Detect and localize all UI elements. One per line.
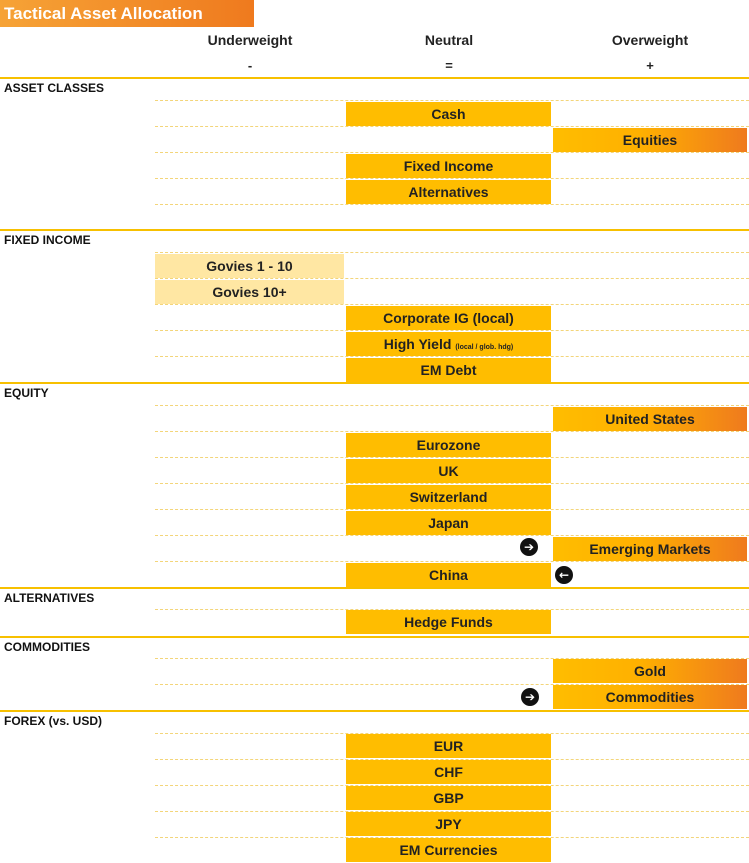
row-divider xyxy=(155,483,749,484)
row-divider xyxy=(155,509,749,510)
allocation-fixed-income: Fixed Income xyxy=(346,154,551,178)
row-divider xyxy=(155,609,749,610)
page-title: Tactical Asset Allocation xyxy=(0,0,254,27)
arrow-left-circle-icon: ← xyxy=(555,566,573,584)
column-symbol-underweight: - xyxy=(247,58,253,73)
section-label-alternatives: ALTERNATIVES xyxy=(4,591,95,605)
row-divider xyxy=(155,204,749,205)
row-divider xyxy=(155,304,749,305)
section-label-commodities: COMMODITIES xyxy=(4,640,90,654)
allocation-gold: Gold xyxy=(553,659,747,683)
arrow-right-circle-icon: ➔ xyxy=(520,538,538,556)
high-yield-label: High Yield xyxy=(383,336,452,352)
row-divider xyxy=(155,126,749,127)
allocation-alternatives: Alternatives xyxy=(346,180,551,204)
row-divider xyxy=(155,100,749,101)
allocation-uk: UK xyxy=(346,459,551,483)
allocation-hedge-funds: Hedge Funds xyxy=(346,610,551,634)
section-divider xyxy=(0,77,749,79)
row-divider xyxy=(155,356,749,357)
allocation-govies-10-plus: Govies 10+ xyxy=(155,280,344,304)
row-divider xyxy=(155,152,749,153)
row-divider xyxy=(155,330,749,331)
column-header-neutral: Neutral xyxy=(424,32,474,48)
arrow-right-circle-icon: ➔ xyxy=(521,688,539,706)
allocation-switzerland: Switzerland xyxy=(346,485,551,509)
row-divider xyxy=(155,278,749,279)
row-divider xyxy=(155,178,749,179)
column-header-overweight: Overweight xyxy=(611,32,689,48)
row-divider xyxy=(155,658,749,659)
row-divider xyxy=(155,684,749,685)
row-divider xyxy=(155,733,749,734)
allocation-equities: Equities xyxy=(553,128,747,152)
allocation-japan: Japan xyxy=(346,511,551,535)
row-divider xyxy=(155,405,749,406)
row-divider xyxy=(155,561,749,562)
section-divider xyxy=(0,636,749,638)
section-label-fixed-income: FIXED INCOME xyxy=(4,233,91,247)
allocation-jpy: JPY xyxy=(346,812,551,836)
row-divider xyxy=(155,431,749,432)
allocation-gbp: GBP xyxy=(346,786,551,810)
allocation-high-yield: High Yield (local / glob. hdg) xyxy=(346,332,551,356)
row-divider xyxy=(155,535,749,536)
section-label-equity: EQUITY xyxy=(4,386,49,400)
section-divider xyxy=(0,710,749,712)
allocation-govies-1-10: Govies 1 - 10 xyxy=(155,254,344,278)
column-symbol-neutral: = xyxy=(445,58,453,73)
allocation-china: China xyxy=(346,563,551,587)
allocation-chf: CHF xyxy=(346,760,551,784)
column-symbol-overweight: + xyxy=(646,58,654,73)
row-divider xyxy=(155,837,749,838)
column-header-underweight: Underweight xyxy=(207,32,293,48)
allocation-commodities: Commodities xyxy=(553,685,747,709)
allocation-united-states: United States xyxy=(553,407,747,431)
allocation-em-currencies: EM Currencies xyxy=(346,838,551,862)
section-divider xyxy=(0,229,749,231)
allocation-em-debt: EM Debt xyxy=(346,358,551,382)
high-yield-note: (local / glob. hdg) xyxy=(455,344,514,351)
allocation-eurozone: Eurozone xyxy=(346,433,551,457)
row-divider xyxy=(155,252,749,253)
section-label-forex: FOREX (vs. USD) xyxy=(4,714,103,728)
allocation-corporate-ig: Corporate IG (local) xyxy=(346,306,551,330)
row-divider xyxy=(155,785,749,786)
row-divider xyxy=(155,811,749,812)
section-divider xyxy=(0,382,749,384)
allocation-emerging-markets: Emerging Markets xyxy=(553,537,747,561)
row-divider xyxy=(155,759,749,760)
allocation-eur: EUR xyxy=(346,734,551,758)
section-divider xyxy=(0,587,749,589)
section-label-asset-classes: ASSET CLASSES xyxy=(4,81,105,95)
allocation-cash: Cash xyxy=(346,102,551,126)
row-divider xyxy=(155,457,749,458)
